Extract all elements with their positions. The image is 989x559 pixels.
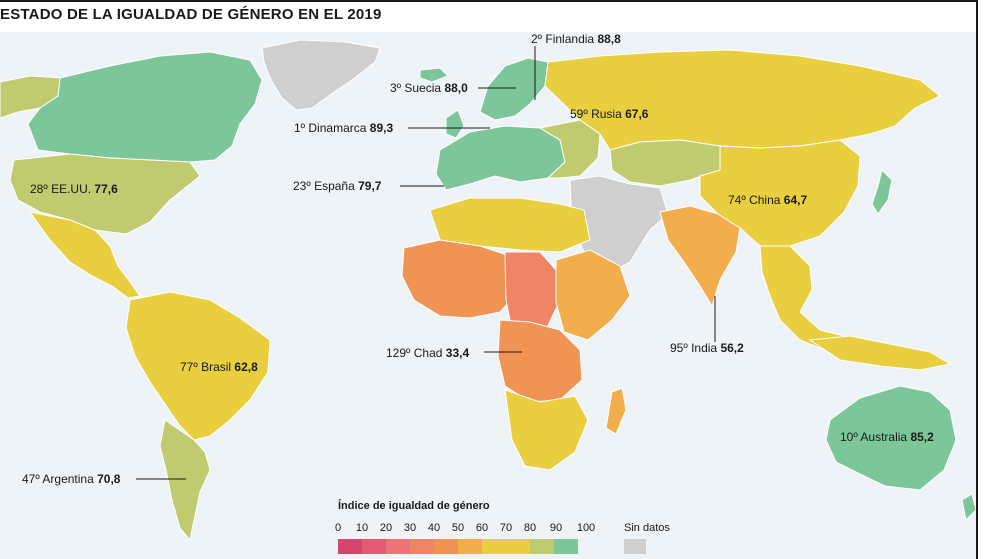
legend-tick: 50 bbox=[451, 522, 465, 534]
side-rule bbox=[976, 0, 978, 559]
region-australia bbox=[825, 385, 957, 491]
legend-swatch bbox=[458, 539, 482, 554]
region-iceland bbox=[419, 67, 449, 83]
legend-tick: 100 bbox=[576, 522, 596, 534]
top-rule bbox=[0, 0, 978, 2]
legend-swatch bbox=[410, 539, 434, 554]
legend-swatch bbox=[386, 539, 410, 554]
label-dinamarca: 1º Dinamarca 89,3 bbox=[294, 121, 394, 135]
legend-tick: 0 bbox=[334, 522, 342, 534]
legend-nodata-label: Sin datos bbox=[624, 522, 670, 534]
region-greenland bbox=[261, 39, 381, 111]
map-title: ESTADO DE LA IGUALDAD DE GÉNERO EN EL 20… bbox=[0, 6, 382, 23]
label-india: 95º India 56,2 bbox=[670, 341, 744, 355]
legend-tick: 70 bbox=[499, 522, 513, 534]
region-usa bbox=[9, 153, 201, 235]
legend-tick: 80 bbox=[523, 522, 537, 534]
legend-swatch bbox=[506, 539, 530, 554]
legend-tick: 90 bbox=[549, 522, 563, 534]
region-new-zealand bbox=[961, 493, 976, 522]
region-madagascar bbox=[605, 387, 627, 435]
legend-swatch bbox=[554, 539, 578, 554]
region-central-africa bbox=[497, 319, 583, 403]
label-chad: 129º Chad 33,4 bbox=[386, 346, 470, 360]
label-rusia: 59º Rusia 67,6 bbox=[570, 107, 649, 121]
label-espana: 23º España 79,7 bbox=[293, 179, 382, 193]
region-india bbox=[659, 205, 741, 308]
legend-nodata-swatch bbox=[624, 539, 646, 554]
region-southern-africa bbox=[504, 389, 589, 471]
legend-swatch bbox=[434, 539, 458, 554]
label-brasil: 77º Brasil 62,8 bbox=[180, 360, 258, 374]
legend-tick: 30 bbox=[403, 522, 417, 534]
region-mexico bbox=[28, 211, 141, 299]
region-west-africa bbox=[401, 239, 521, 319]
label-australia: 10º Australia 85,2 bbox=[840, 430, 934, 444]
legend-tick: 60 bbox=[475, 522, 489, 534]
region-scandinavia bbox=[479, 57, 549, 121]
region-uk bbox=[445, 109, 465, 139]
label-suecia: 3º Suecia 88,0 bbox=[390, 81, 468, 95]
legend-title: Índice de igualdad de género bbox=[338, 500, 490, 512]
legend-swatch bbox=[338, 539, 362, 554]
region-brazil bbox=[125, 291, 271, 441]
legend-swatch bbox=[482, 539, 506, 554]
region-argentina bbox=[159, 419, 211, 542]
region-indonesia bbox=[808, 335, 952, 371]
legend-swatch bbox=[530, 539, 554, 554]
region-east-africa bbox=[555, 249, 631, 341]
legend-tick: 20 bbox=[379, 522, 393, 534]
label-eeuu: 28º EE.UU. 77,6 bbox=[30, 182, 118, 196]
region-china bbox=[699, 139, 861, 247]
region-japan bbox=[871, 169, 893, 215]
label-finlandia: 2º Finlandia 88,8 bbox=[531, 32, 621, 46]
label-china: 74º China 64,7 bbox=[728, 193, 808, 207]
region-canada bbox=[27, 51, 263, 163]
legend-tick: 10 bbox=[355, 522, 369, 534]
legend-tick: 40 bbox=[427, 522, 441, 534]
region-russia bbox=[544, 49, 941, 151]
label-argentina: 47º Argentina 70,8 bbox=[22, 472, 121, 486]
legend-swatch bbox=[362, 539, 386, 554]
